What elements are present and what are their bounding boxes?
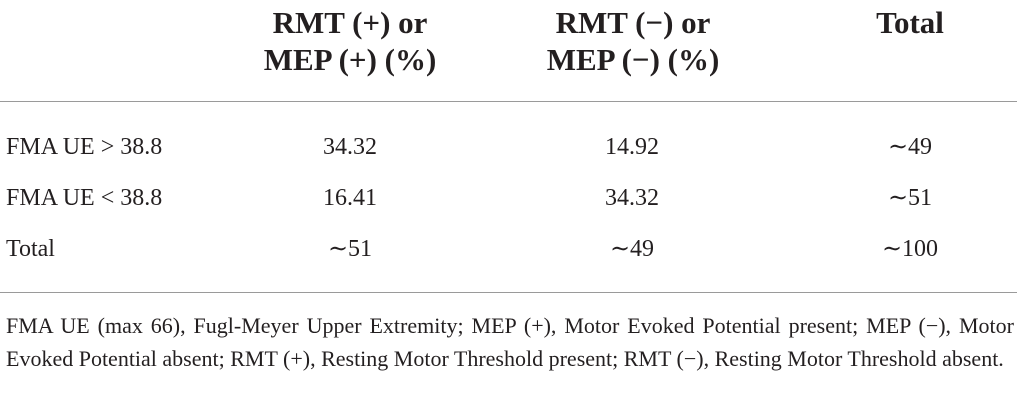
table-cell: 14.92 bbox=[605, 134, 659, 160]
header-divider bbox=[0, 101, 1017, 102]
footer-divider bbox=[0, 292, 1017, 293]
header-line: MEP (−) (%) bbox=[546, 42, 720, 77]
table-cell: 34.32 bbox=[323, 134, 377, 160]
header-line: RMT (+) or bbox=[272, 5, 428, 40]
row-label: FMA UE < 38.8 bbox=[6, 185, 163, 211]
table-footnote: FMA UE (max 66), Fugl-Meyer Upper Extrem… bbox=[6, 313, 1014, 371]
table-cell: ∼49 bbox=[887, 134, 933, 160]
table-row: Total ∼51 ∼49 ∼100 bbox=[0, 229, 1017, 269]
table-row: FMA UE > 38.8 34.32 14.92 ∼49 bbox=[0, 127, 1017, 167]
header-line: MEP (+) (%) bbox=[263, 42, 437, 77]
table-cell: ∼51 bbox=[327, 236, 373, 262]
table-cell: 34.32 bbox=[605, 185, 659, 211]
column-header-rmt-mep-positive: RMT (+) or MEP (+) (%) bbox=[230, 4, 470, 78]
header-line: Total bbox=[876, 5, 944, 40]
table-cell: ∼49 bbox=[609, 236, 655, 262]
row-label: Total bbox=[6, 236, 55, 262]
table-cell: ∼51 bbox=[887, 185, 933, 211]
table-row: FMA UE < 38.8 16.41 34.32 ∼51 bbox=[0, 178, 1017, 218]
row-label: FMA UE > 38.8 bbox=[6, 134, 163, 160]
header-line: RMT (−) or bbox=[555, 5, 711, 40]
table-cell: 16.41 bbox=[323, 185, 377, 211]
column-header-rmt-mep-negative: RMT (−) or MEP (−) (%) bbox=[508, 4, 758, 78]
column-header-total: Total bbox=[820, 4, 1000, 41]
table-cell: ∼100 bbox=[881, 236, 939, 262]
